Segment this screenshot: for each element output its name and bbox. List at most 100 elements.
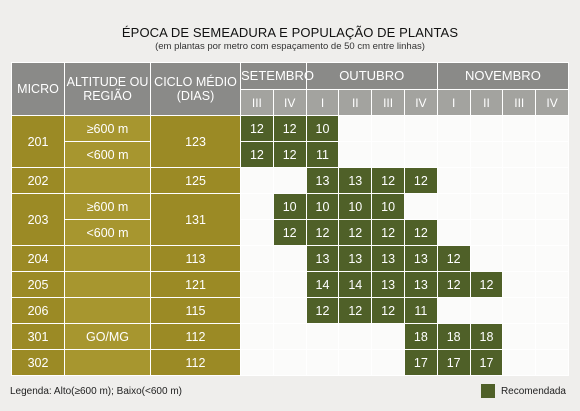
empty-cell: [338, 141, 373, 168]
ciclo-cell: 131: [150, 193, 241, 246]
header-setembro: SETEMBRO: [240, 62, 314, 90]
empty-cell: [535, 349, 569, 376]
empty-cell: [535, 167, 569, 194]
empty-cell: [272, 297, 307, 324]
population-cell: 12: [240, 141, 274, 168]
micro-cell: 202: [11, 167, 65, 194]
population-cell: 17: [436, 349, 471, 376]
ciclo-cell: 125: [150, 167, 241, 194]
population-cell: 13: [338, 167, 373, 194]
header-period: IV: [403, 89, 438, 116]
header-novembro: NOVEMBRO: [436, 62, 570, 90]
population-cell: 12: [338, 219, 373, 246]
altitude-cell: [64, 245, 151, 272]
altitude-cell: GO/MG: [64, 323, 151, 350]
population-cell: 12: [240, 115, 274, 142]
empty-cell: [338, 115, 373, 142]
population-cell: 12: [469, 271, 504, 298]
table-row: 205 121 14 14 13 13 12 12: [11, 271, 569, 298]
empty-cell: [272, 349, 307, 376]
empty-cell: [436, 297, 471, 324]
altitude-cell: <600 m: [64, 219, 151, 246]
population-cell: 18: [403, 323, 438, 350]
header-outubro: OUTUBRO: [305, 62, 438, 90]
header-period: I: [305, 89, 340, 116]
sowing-table: MICRO ALTITUDE OU REGIÃO CICLO MÉDIO (DI…: [11, 62, 570, 376]
empty-cell: [272, 167, 307, 194]
empty-cell: [338, 323, 373, 350]
population-cell: 12: [436, 271, 471, 298]
empty-cell: [535, 141, 569, 168]
empty-cell: [469, 245, 504, 272]
ciclo-cell: 121: [150, 271, 241, 298]
population-cell: 12: [305, 219, 340, 246]
empty-cell: [502, 141, 537, 168]
header-period: IV: [272, 89, 307, 116]
ciclo-cell: 115: [150, 297, 241, 324]
empty-cell: [436, 193, 471, 220]
micro-cell: 301: [11, 323, 65, 350]
empty-cell: [371, 115, 405, 142]
empty-cell: [305, 323, 340, 350]
table-row: 203 ≥600 m 131 10 10 10 10: [11, 193, 569, 246]
empty-cell: [338, 349, 373, 376]
header-micro: MICRO: [11, 62, 65, 116]
ciclo-cell: 123: [150, 115, 241, 168]
empty-cell: [469, 141, 504, 168]
table-row: 204 113 13 13 13 13 12: [11, 245, 569, 272]
empty-cell: [469, 167, 504, 194]
population-cell: 10: [305, 115, 340, 142]
population-cell: 14: [338, 271, 373, 298]
empty-cell: [240, 245, 274, 272]
recommended-swatch: [480, 384, 495, 398]
empty-cell: [240, 297, 274, 324]
population-cell: 12: [403, 167, 438, 194]
population-cell: 12: [371, 167, 405, 194]
empty-cell: [502, 297, 537, 324]
empty-cell: [436, 115, 471, 142]
altitude-cell: [64, 167, 151, 194]
population-cell: 13: [305, 167, 340, 194]
empty-cell: [272, 245, 307, 272]
empty-cell: [469, 297, 504, 324]
population-cell: 17: [403, 349, 438, 376]
table-row: 201 ≥600 m 123 12 12 10: [11, 115, 569, 168]
header-period: II: [469, 89, 504, 116]
altitude-cell: [64, 271, 151, 298]
empty-cell: [502, 271, 537, 298]
legend-recommended-label: Recomendada: [500, 385, 566, 397]
page-title: ÉPOCA DE SEMEADURA E POPULAÇÃO DE PLANTA…: [121, 25, 459, 40]
population-cell: 10: [272, 193, 307, 220]
empty-cell: [240, 193, 274, 220]
empty-cell: [436, 167, 471, 194]
ciclo-cell: 112: [150, 323, 241, 350]
empty-cell: [240, 349, 274, 376]
header-period: II: [338, 89, 373, 116]
population-cell: 10: [338, 193, 373, 220]
empty-cell: [502, 193, 537, 220]
table-row: 301 GO/MG 112 18 18 18: [11, 323, 569, 350]
population-cell: 18: [469, 323, 504, 350]
population-cell: 13: [371, 245, 405, 272]
empty-cell: [305, 349, 340, 376]
micro-cell: 205: [11, 271, 65, 298]
altitude-cell: <600 m: [64, 141, 151, 168]
empty-cell: [403, 193, 438, 220]
header-period: III: [371, 89, 405, 116]
population-cell: 13: [371, 271, 405, 298]
empty-cell: [371, 349, 405, 376]
micro-cell: 206: [11, 297, 65, 324]
micro-cell: 302: [11, 349, 65, 376]
population-cell: 14: [305, 271, 340, 298]
empty-cell: [535, 297, 569, 324]
header-altitude: ALTITUDE OU REGIÃO: [64, 62, 151, 116]
population-cell: 12: [272, 219, 307, 246]
empty-cell: [535, 115, 569, 142]
empty-cell: [502, 219, 537, 246]
empty-cell: [502, 323, 537, 350]
table-row: 302 112 17 17 17: [11, 349, 569, 376]
population-cell: 10: [305, 193, 340, 220]
header-ciclo: CICLO MÉDIO (DIAS): [150, 62, 241, 116]
empty-cell: [469, 115, 504, 142]
empty-cell: [272, 271, 307, 298]
